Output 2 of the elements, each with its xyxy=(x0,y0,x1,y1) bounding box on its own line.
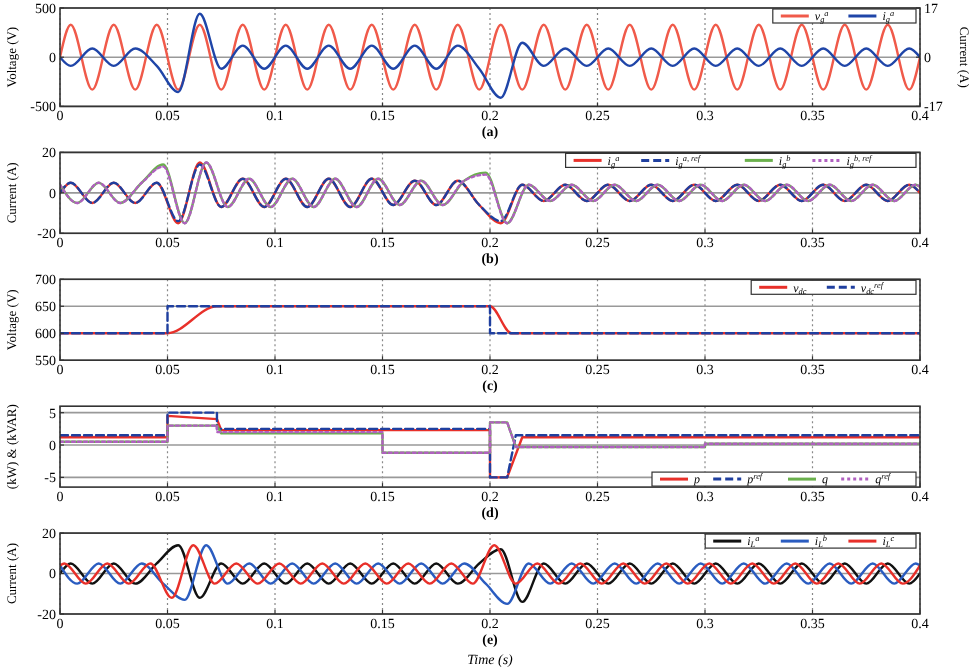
line-series xyxy=(60,12,920,99)
line-series xyxy=(60,421,920,454)
